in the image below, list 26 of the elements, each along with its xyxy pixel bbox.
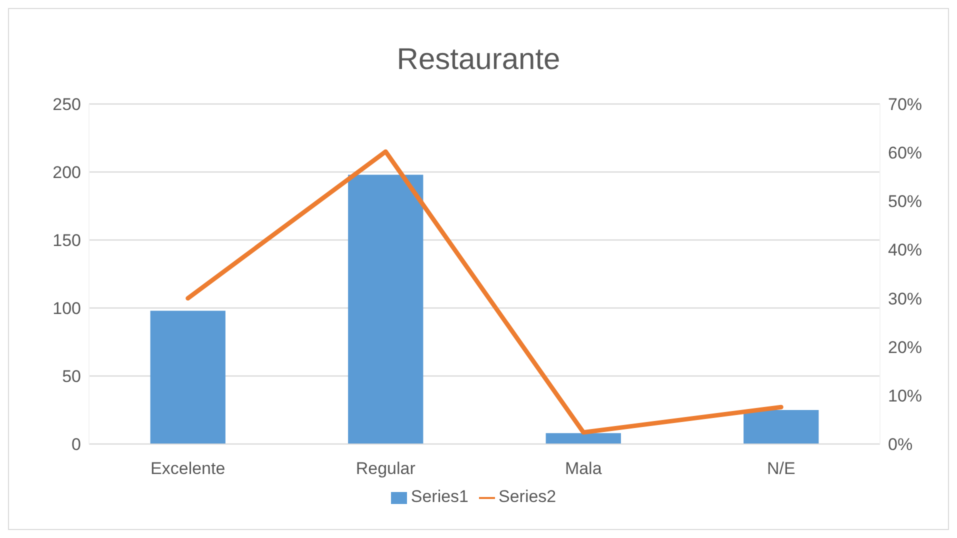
y2-tick-label: 0% xyxy=(888,435,913,454)
x-tick-label: N/E xyxy=(766,459,796,478)
bar xyxy=(744,410,819,444)
y2-tick-label: 70% xyxy=(888,95,922,114)
chart-title: Restaurante xyxy=(396,43,562,77)
x-tick-label: Excelente xyxy=(150,459,226,478)
line-series xyxy=(186,149,784,435)
y-tick-label: 200 xyxy=(52,163,81,182)
x-tick-label: Mala xyxy=(564,459,602,478)
y2-tick-label: 50% xyxy=(888,192,922,212)
bar xyxy=(348,174,424,444)
legend-label: Series1 xyxy=(410,487,468,506)
legend-label: Series2 xyxy=(498,487,556,506)
y2-tick-label: 10% xyxy=(888,386,922,406)
y-tick-label: 150 xyxy=(52,231,81,250)
y-tick-label: 100 xyxy=(52,299,81,318)
y-tick-label: 0 xyxy=(72,435,81,454)
y-tick-label: 250 xyxy=(52,95,81,114)
y2-tick-label: 60% xyxy=(888,144,922,163)
y2-tick-label: 30% xyxy=(888,289,922,308)
bar xyxy=(150,310,226,444)
y2-tick-label: 20% xyxy=(888,338,922,357)
y-tick-label: 50 xyxy=(62,367,81,386)
x-tick-label: Regular xyxy=(356,459,416,478)
bar xyxy=(546,433,621,444)
y2-tick-label: 40% xyxy=(888,240,922,260)
